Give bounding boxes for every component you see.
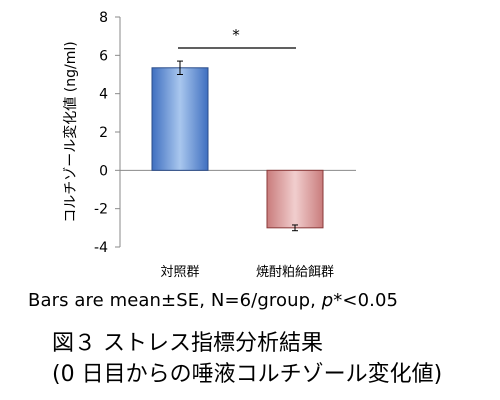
bar-chart: 8 6 4 2 0 -2 -4 対照群 焼酎粕給餌群 * コルチゾール変化値 (ng/ml) [62, 10, 356, 280]
significance-marker: * [178, 26, 296, 49]
significance-star: * [232, 26, 240, 44]
x-tick-label: 焼酎粕給餌群 [256, 265, 334, 280]
y-tick-label: -2 [94, 202, 108, 218]
note-prefix: Bars are mean±SE, N=6/group, [28, 290, 322, 311]
bars [151, 60, 324, 232]
statistics-note: Bars are mean±SE, N=6/group, p*<0.05 [28, 290, 398, 311]
x-tick-labels: 対照群 焼酎粕給餌群 [160, 265, 334, 280]
y-tick-label: 4 [99, 87, 108, 103]
x-tick-label: 対照群 [160, 265, 199, 280]
y-tick-label: -4 [94, 240, 108, 256]
y-ticks: 8 6 4 2 0 -2 -4 [94, 10, 120, 256]
note-p: p [321, 290, 334, 311]
bar-1 [266, 169, 324, 229]
y-axis-label: コルチゾール変化値 (ng/ml) [62, 41, 79, 222]
figure-caption: 図３ ストレス指標分析結果 [52, 331, 323, 356]
bar-0 [151, 67, 209, 171]
y-tick-label: 0 [99, 163, 108, 179]
y-tick-label: 8 [99, 10, 108, 26]
figure-caption-subtitle: (0 日目からの唾液コルチゾール変化値) [52, 362, 443, 387]
y-tick-label: 6 [99, 48, 108, 64]
note-suffix: *<0.05 [333, 290, 399, 311]
y-tick-label: 2 [99, 125, 108, 141]
